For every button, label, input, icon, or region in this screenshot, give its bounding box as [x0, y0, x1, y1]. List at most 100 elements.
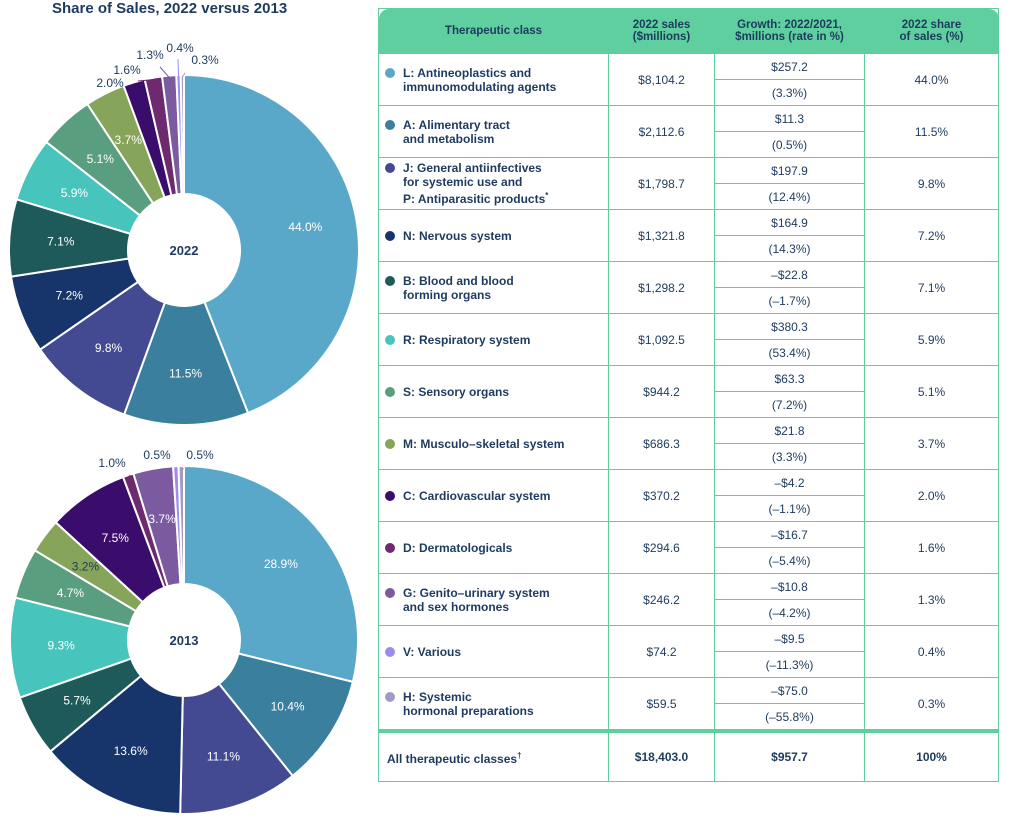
table-body: L: Antineoplastics and immunomodulating …: [378, 53, 999, 782]
share-cell: 2.0%: [864, 469, 999, 522]
sales-cell: $74.2: [608, 625, 715, 678]
donut-chart-2022: 44.0%11.5%9.8%7.2%7.1%5.9%5.1%3.7%2.0%1.…: [8, 41, 361, 426]
class-label: R: Respiratory system: [403, 332, 531, 347]
class-cell: D: Dermatologicals: [378, 521, 609, 574]
leader-line: [177, 58, 180, 78]
header-growth: Growth: 2022/2021, $millions (rate in %): [714, 8, 865, 54]
table-row-rate: (53.4%): [379, 339, 999, 366]
header-share: 2022 share of sales (%): [864, 8, 999, 54]
growth-cell: $63.3: [714, 365, 865, 392]
leader-line: [181, 72, 186, 78]
slice-label: 7.5%: [102, 531, 130, 545]
slice-label: 4.7%: [57, 586, 85, 600]
slice-J: [179, 682, 295, 815]
sales-table: Therapeutic class 2022 sales ($millions)…: [378, 8, 999, 782]
total-label-text: All therapeutic classes: [387, 751, 518, 766]
sales-cell: $59.5: [608, 677, 715, 732]
sales-cell: $246.2: [608, 573, 715, 626]
slice-label: 3.7%: [148, 512, 176, 526]
sales-cell: $1,321.8: [608, 209, 715, 262]
sales-cell: $1,092.5: [608, 313, 715, 366]
sales-cell: $2,112.6: [608, 105, 715, 158]
class-label: A: Alimentary tract and metabolism: [403, 117, 510, 146]
slice-label: 5.9%: [61, 186, 89, 200]
rate-cell: (53.4%): [714, 339, 865, 366]
table-row: B: Blood and blood forming organs $1,298.…: [378, 261, 999, 314]
table-row: R: Respiratory system $1,092.5 $380.3 5.9%: [378, 313, 999, 366]
slice-label: 10.4%: [271, 699, 305, 713]
class-cell: N: Nervous system: [378, 209, 609, 262]
rate-cell: (–1.7%): [714, 287, 865, 314]
class-cell: H: Systemic hormonal preparations: [378, 677, 609, 732]
slice-A: [122, 300, 250, 426]
slice-label: 9.3%: [47, 639, 75, 653]
share-cell: 44.0%: [864, 53, 999, 106]
class-cell: M: Musculo–skeletal system: [378, 417, 609, 470]
rate-cell: (0.5%): [714, 131, 865, 158]
class-cell: S: Sensory organs: [378, 365, 609, 418]
slice-L: [183, 73, 361, 415]
table-row: A: Alimentary tract and metabolism $2,112…: [378, 105, 999, 158]
table-row: S: Sensory organs $944.2 $63.3 5.1%: [378, 365, 999, 418]
sales-cell: $294.6: [608, 521, 715, 574]
slice-label: 44.0%: [288, 220, 322, 234]
slice-label: 7.2%: [56, 289, 84, 303]
slice-L: [183, 464, 359, 684]
class-label: M: Musculo–skeletal system: [403, 436, 565, 451]
table-row-rate: (0.5%): [379, 131, 999, 158]
share-cell: 1.6%: [864, 521, 999, 574]
legend-dot-icon: [385, 587, 395, 598]
growth-cell: –$22.8: [714, 261, 865, 288]
rate-cell: (–5.4%): [714, 547, 865, 574]
class-label: V: Various: [403, 644, 462, 659]
footnote-mark: †: [517, 750, 522, 760]
sales-cell: $8,104.2: [608, 53, 715, 106]
class-label: H: Systemic hormonal preparations: [403, 689, 534, 718]
legend-dot-icon: [385, 490, 395, 501]
center-year-label: 2022: [170, 243, 199, 258]
class-cell: G: Genito–urinary system and sex hormone…: [378, 573, 609, 626]
legend-dot-icon: [385, 386, 395, 397]
leader-line: [128, 474, 131, 478]
share-cell: 0.3%: [864, 677, 999, 732]
growth-cell: –$4.2: [714, 469, 865, 496]
rate-cell: (–1.1%): [714, 495, 865, 522]
slice-label: 0.5%: [143, 448, 171, 462]
class-label: D: Dermatologicals: [403, 540, 513, 555]
growth-cell: $164.9: [714, 209, 865, 236]
table-row: L: Antineoplastics and immunomodulating …: [378, 53, 999, 106]
class-label: J: General antiinfectives for systemic u…: [403, 161, 549, 206]
table-row-rate: (–1.7%): [379, 287, 999, 314]
table-row: H: Systemic hormonal preparations $59.5 –$…: [378, 677, 999, 732]
share-cell: 9.8%: [864, 157, 999, 210]
table-row-rate: (14.3%): [379, 235, 999, 262]
table-row: D: Dermatologicals $294.6 –$16.7 1.6%: [378, 521, 999, 574]
share-cell: 7.2%: [864, 209, 999, 262]
legend-dot-icon: [385, 275, 395, 286]
slice-A: [217, 652, 355, 778]
growth-cell: $257.2: [714, 53, 865, 80]
sales-cell: $1,298.2: [608, 261, 715, 314]
growth-cell: $380.3: [714, 313, 865, 340]
table-row: G: Genito–urinary system and sex hormone…: [378, 573, 999, 626]
sales-cell: $944.2: [608, 365, 715, 418]
share-cell: 5.1%: [864, 365, 999, 418]
class-cell: A: Alimentary tract and metabolism: [378, 105, 609, 158]
legend-dot-icon: [385, 67, 395, 78]
class-cell: J: General antiinfectives for systemic u…: [378, 157, 609, 210]
legend-dot-icon: [385, 230, 395, 241]
leader-line: [127, 83, 135, 90]
legend-dot-icon: [385, 691, 395, 702]
class-cell: B: Blood and blood forming organs: [378, 261, 609, 314]
legend-dot-icon: [385, 163, 395, 173]
total-label: All therapeutic classes†: [378, 729, 609, 782]
class-label: S: Sensory organs: [403, 384, 510, 399]
rate-cell: (7.2%): [714, 391, 865, 418]
leader-line: [181, 467, 185, 470]
sales-cell: $370.2: [608, 469, 715, 522]
slice-label: 13.6%: [114, 744, 148, 758]
rate-cell: (3.3%): [714, 443, 865, 470]
legend-dot-icon: [385, 646, 395, 657]
slice-label: 3.7%: [115, 133, 143, 147]
growth-cell: $21.8: [714, 417, 865, 444]
